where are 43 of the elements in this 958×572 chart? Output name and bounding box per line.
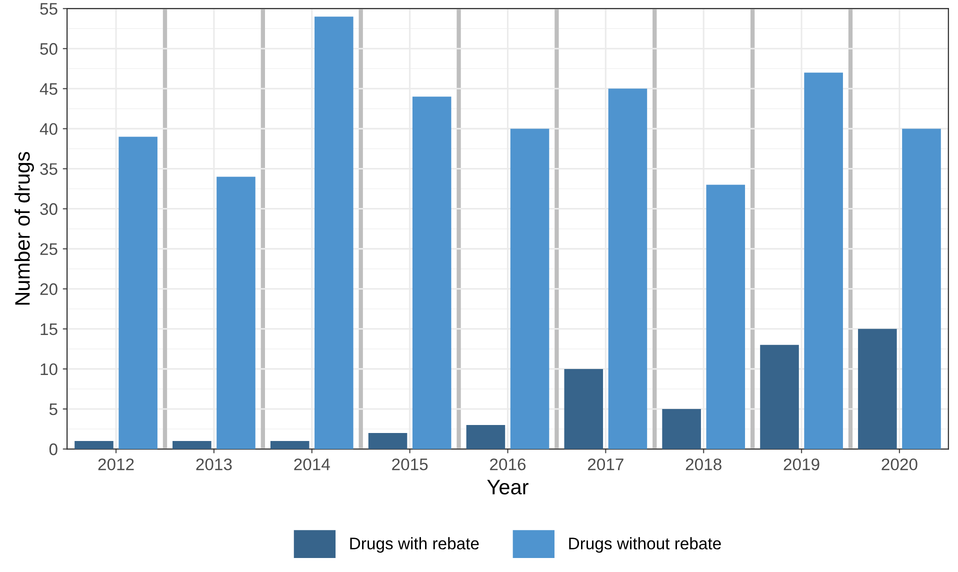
bar xyxy=(662,408,701,450)
y-axis-title: Number of drugs xyxy=(14,152,34,305)
bar xyxy=(314,16,354,450)
bar xyxy=(216,176,256,450)
x-tick-label: 2019 xyxy=(784,458,820,470)
y-tick-label: 0 xyxy=(49,443,58,456)
x-tick-label: 2018 xyxy=(686,458,722,470)
bar xyxy=(804,72,843,450)
bar xyxy=(510,128,550,450)
x-tick-label: 2020 xyxy=(882,458,918,470)
bar xyxy=(368,433,408,450)
x-tick-label: 2016 xyxy=(490,458,526,470)
y-tick-label: 55 xyxy=(40,3,58,15)
legend-label: Drugs with rebate xyxy=(350,537,479,553)
bar xyxy=(74,441,114,450)
y-tick-label: 35 xyxy=(40,163,58,175)
bar xyxy=(760,344,799,450)
x-tick-label: 2014 xyxy=(294,458,330,470)
x-tick-label: 2012 xyxy=(98,458,134,470)
y-tick-label: 10 xyxy=(40,363,58,376)
bar xyxy=(172,441,212,450)
y-tick-label: 50 xyxy=(40,43,58,55)
y-tick-label: 45 xyxy=(40,83,58,95)
bar xyxy=(706,184,746,450)
bar xyxy=(412,96,452,450)
x-tick-label: 2015 xyxy=(392,458,428,470)
y-tick-label: 20 xyxy=(40,283,58,296)
x-tick-label: 2017 xyxy=(588,458,624,470)
bar xyxy=(118,136,158,450)
legend-label: Drugs without rebate xyxy=(569,537,721,553)
bar xyxy=(466,424,506,450)
y-tick-label: 30 xyxy=(40,203,58,215)
y-tick-label: 5 xyxy=(49,404,58,416)
x-tick-label: 2013 xyxy=(196,458,232,470)
bar xyxy=(564,368,604,450)
y-tick-label: 40 xyxy=(40,123,58,135)
y-tick-label: 15 xyxy=(40,323,58,336)
y-tick-label: 25 xyxy=(40,243,58,256)
bar xyxy=(270,441,310,450)
x-axis-title: Year xyxy=(487,480,528,494)
bar xyxy=(858,328,897,450)
bar xyxy=(902,128,941,450)
bar xyxy=(608,88,648,450)
